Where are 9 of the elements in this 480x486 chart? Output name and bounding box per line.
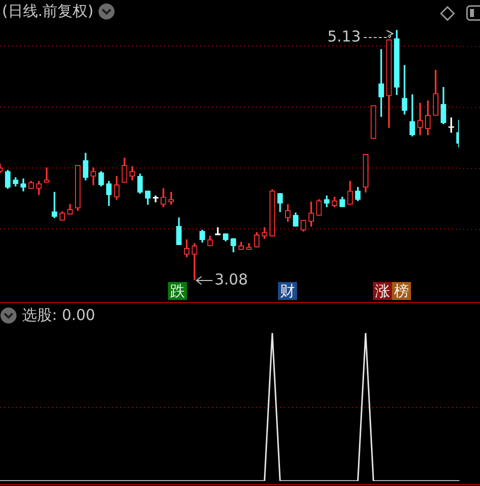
- text: 跌: [168, 282, 187, 300]
- annotation: 3.08: [214, 270, 248, 288]
- text: 涨榜: [374, 282, 410, 300]
- chart-title: 选股: 0.00: [22, 306, 96, 324]
- chart-title: (日线.前复权): [2, 2, 94, 20]
- candlestick: [192, 243, 198, 280]
- text: 财: [278, 282, 297, 300]
- annotation: 5.13: [327, 27, 361, 46]
- candlestick: [52, 192, 58, 218]
